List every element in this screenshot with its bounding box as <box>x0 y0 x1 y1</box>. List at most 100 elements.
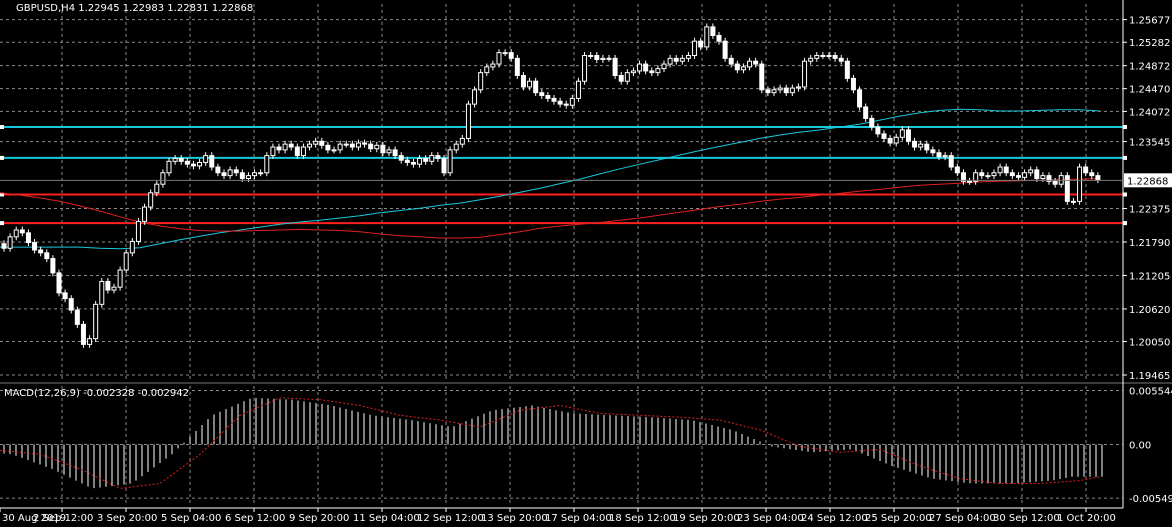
candle-body <box>1003 166 1009 174</box>
candle-body <box>32 242 38 251</box>
candle-body <box>380 144 386 154</box>
candle-body <box>630 70 636 74</box>
candle-body <box>270 146 276 157</box>
time-tick-label: 30 Aug 2019 <box>2 513 66 524</box>
candle-body <box>942 155 948 158</box>
time-tick-label: 2 Sep 12:00 <box>33 513 93 524</box>
candle-body <box>918 143 924 148</box>
candle-body <box>209 155 215 168</box>
current-price-box <box>1124 173 1172 188</box>
candle-body <box>190 163 196 167</box>
candle-body <box>685 54 691 59</box>
candle-body <box>484 66 490 74</box>
candle-body <box>875 126 881 135</box>
candle-body <box>661 63 667 70</box>
candle-body <box>624 72 630 82</box>
candle-body <box>600 57 606 60</box>
candle-body <box>294 146 300 157</box>
candle-body <box>38 249 44 254</box>
candle-body <box>728 57 734 65</box>
candle-body <box>508 52 514 59</box>
candle-body <box>300 146 306 157</box>
candle-body <box>154 183 160 194</box>
candle-body <box>1022 172 1028 178</box>
candle-body <box>172 157 178 162</box>
candle-body <box>802 60 808 88</box>
candle-body <box>795 86 801 89</box>
candle-body <box>117 269 123 288</box>
candle-body <box>19 229 25 234</box>
candle-body <box>221 172 227 177</box>
candle-body <box>459 137 465 145</box>
candle-body <box>1040 175 1046 179</box>
candle-body <box>887 137 893 144</box>
price-tick-label: 1.19465 <box>1129 371 1170 382</box>
candle-body <box>789 87 795 94</box>
level-handle <box>1123 124 1127 129</box>
candle-body <box>178 157 184 162</box>
candle-body <box>698 40 704 48</box>
candle-body <box>557 100 563 105</box>
candle-body <box>252 172 258 177</box>
candle-body <box>771 89 777 94</box>
candle-body <box>111 286 117 291</box>
candle-body <box>820 54 826 57</box>
candle-body <box>912 140 918 148</box>
candle-body <box>435 155 441 159</box>
price-tick-label: 1.24872 <box>1129 62 1170 73</box>
candle-body <box>863 106 869 119</box>
candle-body <box>87 338 93 345</box>
candle-body <box>233 169 239 174</box>
candle-body <box>954 166 960 174</box>
candle-body <box>667 57 673 65</box>
candle-body <box>527 80 533 88</box>
candle-body <box>514 57 520 77</box>
candle-body <box>618 75 624 82</box>
time-tick-label: 6 Sep 12:00 <box>225 513 285 524</box>
candle-body <box>1089 172 1095 177</box>
chart-header: GBPUSD,H4 1.22945 1.22983 1.22831 1.2286… <box>16 3 253 14</box>
macd-tick-label: 0.005544 <box>1129 386 1172 397</box>
candle-body <box>343 143 349 146</box>
candle-body <box>441 157 447 174</box>
candle-body <box>637 63 643 72</box>
candle-body <box>673 57 679 62</box>
candle-body <box>404 159 410 163</box>
candle-body <box>747 60 753 68</box>
candle-body <box>148 192 154 208</box>
candle-body <box>930 149 936 154</box>
price-tick-label: 1.21205 <box>1129 271 1170 282</box>
candle-body <box>582 54 588 82</box>
candle-body <box>1028 169 1034 174</box>
candle-body <box>899 129 905 138</box>
time-tick-label: 9 Sep 20:00 <box>289 513 349 524</box>
candle-body <box>166 160 172 174</box>
candle-body <box>740 66 746 71</box>
candle-body <box>881 133 887 139</box>
candle-body <box>905 129 911 142</box>
candle-body <box>979 172 985 177</box>
price-tick-label: 1.25677 <box>1129 16 1170 27</box>
candles <box>1 23 1101 348</box>
candle-body <box>948 155 954 168</box>
price-tick-label: 1.20620 <box>1129 305 1170 316</box>
candle-body <box>337 143 343 151</box>
candle-body <box>893 136 899 144</box>
candle-body <box>44 252 50 260</box>
candle-body <box>258 172 264 175</box>
candle-body <box>184 160 190 165</box>
candle-body <box>765 89 771 94</box>
candle-body <box>227 169 233 177</box>
time-tick-label: 1 Oct 20:00 <box>1057 513 1116 524</box>
candle-body <box>429 155 435 162</box>
candle-body <box>563 103 569 106</box>
time-tick-label: 19 Sep 20:00 <box>673 513 740 524</box>
candle-body <box>93 303 99 340</box>
candle-body <box>777 87 783 91</box>
candle-body <box>307 143 313 148</box>
candle-body <box>282 143 288 151</box>
candle-body <box>575 80 581 99</box>
candle-body <box>612 57 618 77</box>
candle-body <box>594 54 600 60</box>
